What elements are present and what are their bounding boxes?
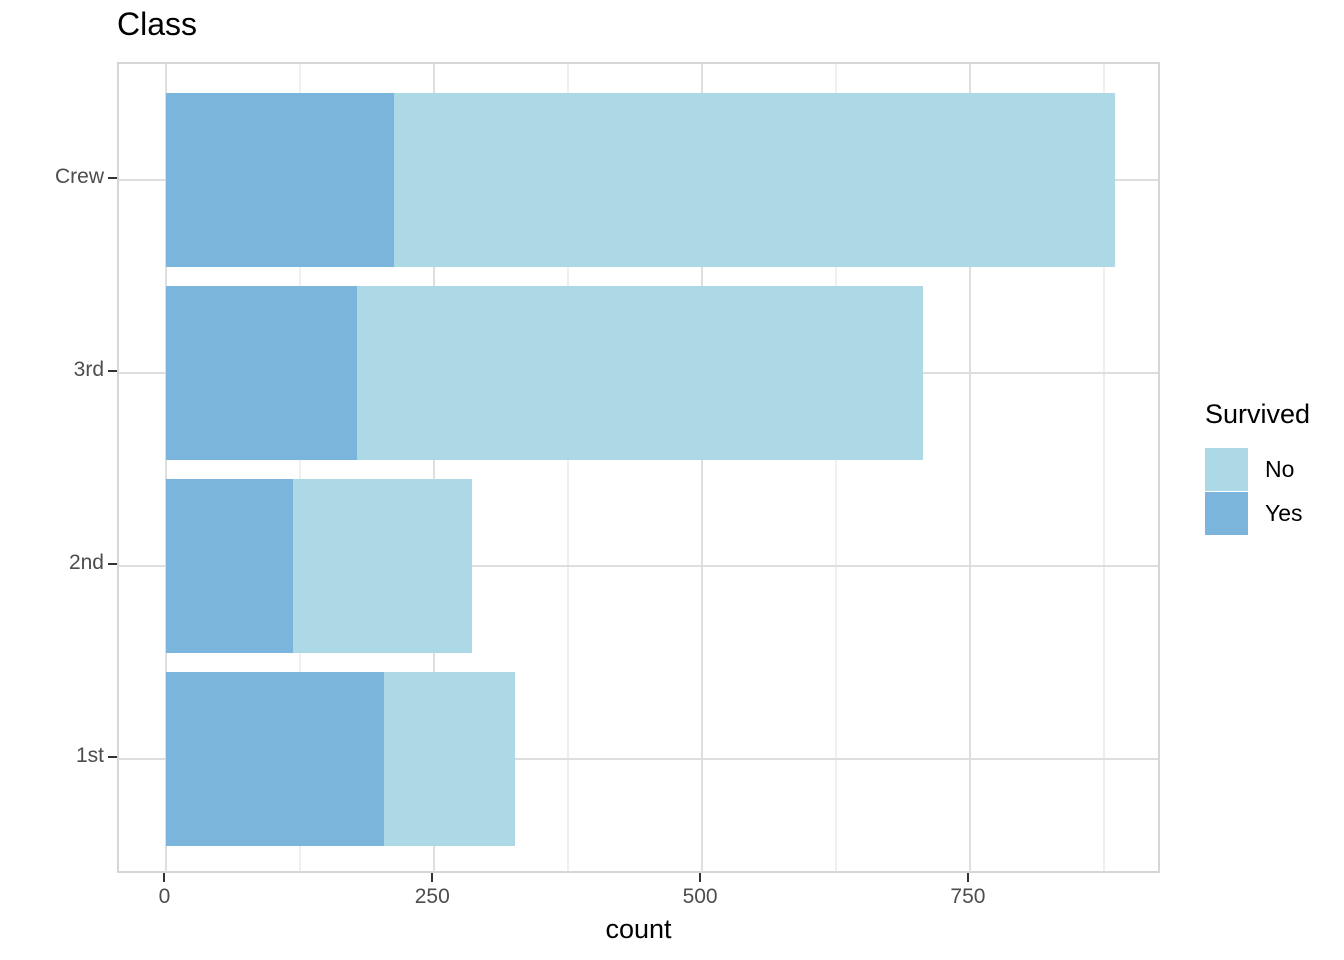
x-tick-label: 250 [414, 885, 450, 908]
major-gridline [968, 64, 971, 871]
minor-gridline [567, 64, 570, 871]
major-gridline [701, 64, 704, 871]
major-gridline [165, 64, 168, 871]
legend-label: Yes [1265, 499, 1303, 526]
category-gridline [119, 758, 1158, 761]
minor-gridline [299, 64, 302, 871]
y-tick-mark [108, 176, 117, 179]
y-tick-label: 2nd [68, 551, 104, 575]
y-tick-label: Crew [54, 164, 104, 188]
bar-segment-yes [166, 672, 384, 847]
y-tick-label: 1st [75, 744, 104, 768]
y-tick-label: 3rd [73, 357, 104, 381]
x-axis-title: count [605, 914, 672, 944]
minor-gridline [835, 64, 838, 871]
legend-title: Survived [1205, 399, 1311, 429]
legend-item-yes: Yes [1205, 491, 1310, 535]
x-tick-mark [699, 873, 702, 882]
x-tick-mark [431, 873, 434, 882]
major-gridline [433, 64, 436, 871]
bar-segment-yes [166, 92, 394, 267]
bar-segment-no [292, 479, 472, 653]
x-tick-mark [163, 873, 166, 882]
x-tick-mark [966, 873, 969, 882]
x-tick-label: 750 [950, 885, 986, 908]
bar-segment-no [393, 92, 1115, 267]
bar-segment-yes [166, 286, 358, 460]
bar-segment-no [383, 672, 515, 847]
plot-panel [117, 62, 1160, 873]
y-tick-mark [108, 756, 117, 759]
legend-swatch-no [1205, 447, 1248, 491]
minor-gridline [1102, 64, 1105, 871]
x-tick-label: 0 [158, 885, 171, 908]
bar-segment-no [357, 286, 923, 460]
y-tick-mark [108, 563, 117, 566]
legend-swatch-yes [1205, 491, 1248, 535]
legend: Survived No Yes [1205, 399, 1310, 535]
category-gridline [119, 565, 1158, 568]
legend-label: No [1265, 455, 1295, 482]
chart-title: Class [117, 6, 198, 42]
bar-segment-yes [166, 479, 293, 653]
legend-items: No Yes [1205, 447, 1310, 535]
x-tick-label: 500 [682, 885, 718, 908]
legend-item-no: No [1205, 447, 1310, 491]
y-tick-mark [108, 369, 117, 372]
